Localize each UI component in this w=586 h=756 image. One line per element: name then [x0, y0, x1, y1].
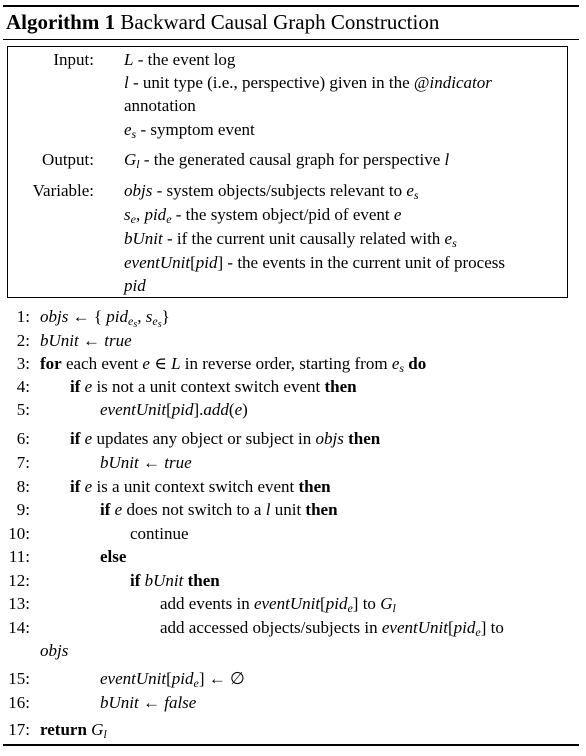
code-line-16: bUnit ← false	[100, 693, 197, 712]
code-line-1: objs ← { pides, ses}	[40, 307, 170, 330]
input-es: es - symptom event	[124, 120, 255, 141]
line-number: 11:	[8, 547, 30, 566]
code-line-5: eventUnit[pid].add(e)	[100, 400, 248, 419]
line-number: 4:	[16, 377, 30, 396]
var-bunit: bUnit - if the current unit causally rel…	[124, 229, 457, 250]
line-number: 10:	[8, 524, 30, 543]
algorithm-title: Algorithm 1 Backward Causal Graph Constr…	[6, 9, 439, 35]
title-rule	[3, 39, 579, 40]
output-Gl: Gl - the generated causal graph for pers…	[124, 150, 450, 171]
code-line-15: eventUnit[pide] ← ∅	[100, 669, 245, 690]
algorithm-label: Algorithm 1	[6, 10, 116, 34]
code-line-12: if bUnit then	[130, 571, 220, 590]
algorithm-name: Backward Causal Graph Construction	[120, 10, 440, 34]
line-number: 1:	[16, 307, 30, 326]
top-rule	[3, 5, 579, 7]
bottom-rule	[3, 744, 579, 746]
code-line-3: for each event e ∈ L in reverse order, s…	[40, 354, 427, 375]
code-line-14-cont: objs	[40, 641, 69, 660]
line-number: 13:	[8, 594, 30, 613]
code-line-6: if e updates any object or subject in ob…	[70, 429, 381, 448]
input-l: l - unit type (i.e., perspective) given …	[124, 73, 492, 92]
line-number: 2:	[16, 331, 30, 350]
line-number: 9:	[16, 500, 30, 519]
input-l-cont: annotation	[124, 96, 196, 115]
code-line-8: if e is a unit context switch event then	[70, 477, 331, 496]
var-se: se, pide - the system object/pid of even…	[124, 205, 402, 226]
var-objs: objs - system objects/subjects relevant …	[124, 181, 419, 202]
code-line-13: add events in eventUnit[pide] to Gl	[160, 594, 396, 615]
output-label: Output:	[42, 150, 94, 169]
code-line-9: if e does not switch to a l unit then	[100, 500, 338, 519]
code-line-7: bUnit ← true	[100, 453, 192, 472]
code-line-10: continue	[130, 524, 189, 543]
input-label: Input:	[53, 50, 94, 69]
line-number: 7:	[16, 453, 30, 472]
line-number: 14:	[8, 618, 30, 637]
line-number: 16:	[8, 693, 30, 712]
line-number: 8:	[16, 477, 30, 496]
line-number: 6:	[16, 429, 30, 448]
line-number: 12:	[8, 571, 30, 590]
variable-label: Variable:	[32, 181, 94, 200]
code-line-11: else	[100, 547, 127, 566]
code-line-4: if e is not a unit context switch event …	[70, 377, 357, 396]
var-eventunit: eventUnit[pid] - the events in the curre…	[124, 253, 505, 272]
line-number: 15:	[8, 669, 30, 688]
code-line-17: return Gl	[40, 720, 107, 741]
code-line-2: bUnit ← true	[40, 331, 132, 350]
input-L: L - the event log	[124, 50, 236, 69]
io-box	[7, 46, 568, 298]
code-line-14: add accessed objects/subjects in eventUn…	[160, 618, 504, 639]
var-eventunit-cont: pid	[124, 276, 146, 295]
line-number: 17:	[8, 720, 30, 739]
line-number: 5:	[16, 400, 30, 419]
line-number: 3:	[16, 354, 30, 373]
